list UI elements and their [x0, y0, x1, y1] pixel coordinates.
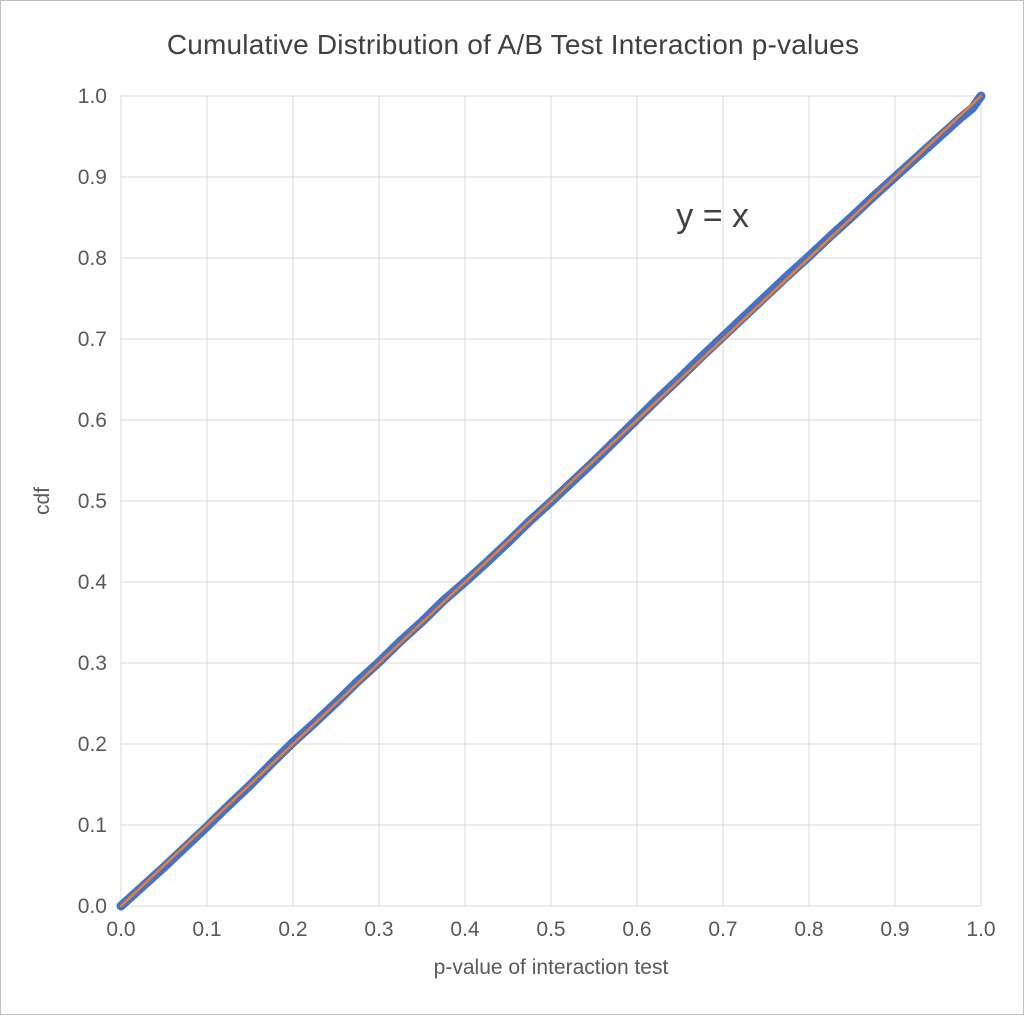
- x-axis-label: p-value of interaction test: [433, 956, 669, 979]
- x-tick-label: 0.4: [450, 918, 480, 941]
- annotation-y-equals-x: y = x: [676, 197, 749, 235]
- x-tick-label: 0.2: [278, 918, 307, 941]
- x-tick-label: 0.8: [794, 918, 823, 941]
- x-tick-label: 0.3: [364, 918, 393, 941]
- y-tick-label: 0.8: [78, 247, 107, 270]
- y-tick-label: 0.3: [78, 652, 107, 675]
- series-y-equals-x-reference: [119, 94, 983, 908]
- x-tick-label: 0.0: [106, 918, 135, 941]
- y-tick-label: 0.0: [78, 895, 107, 918]
- x-tick-label: 0.1: [192, 918, 221, 941]
- x-tick-label: 0.5: [536, 918, 565, 941]
- x-tick-label: 1.0: [966, 918, 995, 941]
- x-tick-label: 0.7: [708, 918, 737, 941]
- y-tick-label: 0.6: [78, 409, 107, 432]
- y-tick-label: 0.1: [78, 814, 107, 837]
- y-axis-label: cdf: [31, 487, 54, 516]
- y-tick-label: 0.5: [78, 490, 107, 513]
- chart-title: Cumulative Distribution of A/B Test Inte…: [166, 29, 860, 60]
- y-tick-label: 1.0: [78, 85, 107, 108]
- y-tick-label: 0.4: [78, 571, 108, 594]
- y-tick-label: 0.9: [78, 166, 107, 189]
- y-tick-label: 0.7: [78, 328, 107, 351]
- x-tick-label: 0.6: [622, 918, 651, 941]
- x-tick-label: 0.9: [880, 918, 909, 941]
- y-tick-label: 0.2: [78, 733, 107, 756]
